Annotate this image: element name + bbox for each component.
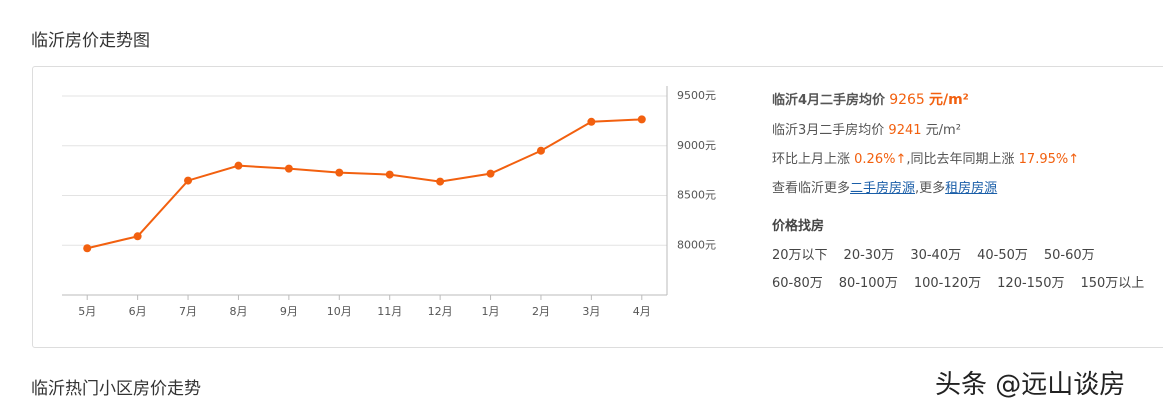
x-tick-label: 11月	[377, 305, 402, 318]
point	[234, 161, 243, 170]
point	[436, 177, 445, 186]
x-tick-label: 8月	[229, 305, 247, 318]
price-search-title: 价格找房	[772, 219, 825, 234]
label: ,同比去年同期上涨	[906, 152, 1015, 167]
price-tags: 20万以下 20-30万 30-40万 40-50万 50-60万 60-80万 80-10…	[772, 244, 1160, 300]
more-links: 查看临沂更多二手房房源,更多租房房源	[772, 177, 997, 196]
price-tag[interactable]: 150万以上	[1080, 276, 1145, 291]
price: 9265	[889, 92, 925, 108]
price-tag[interactable]: 120-150万	[997, 276, 1065, 291]
point	[184, 176, 193, 185]
x-tick-label: 1月	[482, 305, 500, 318]
point	[536, 146, 545, 155]
x-tick-label: 12月	[428, 305, 453, 318]
link[interactable]: 租房房源	[945, 181, 998, 196]
chart: 8000元 8500元 9000元 9500元 5月 6月 7月 8月 9月 10月 11月 12月 1…	[62, 86, 716, 318]
x-tick-label: 10月	[327, 305, 352, 318]
price-tag[interactable]: 50-60万	[1043, 248, 1095, 263]
unit: 元/m²	[928, 92, 969, 108]
price-tag[interactable]: 60-80万	[772, 276, 823, 291]
label: 临沂3月二手房均价	[772, 123, 885, 138]
point	[133, 232, 142, 241]
point	[83, 244, 92, 253]
price-tag[interactable]: 80-100万	[838, 276, 898, 291]
text: 查看临沂更多	[772, 181, 851, 196]
x-tick-label: 5月	[78, 305, 96, 318]
panel	[32, 66, 1163, 348]
watermark: 头条 @远山谈房	[935, 370, 1126, 400]
point	[385, 170, 394, 179]
current-price: 临沂4月二手房均价 9265 元/m²	[772, 89, 969, 109]
point	[637, 115, 646, 124]
price-tag[interactable]: 30-40万	[910, 248, 962, 263]
x-tick-label: 4月	[633, 305, 651, 318]
price-tag[interactable]: 40-50万	[977, 248, 1028, 263]
unit: 元/m²	[925, 123, 961, 138]
change: 环比上月上涨 0.26%↑,同比去年同期上涨 17.95%↑	[772, 148, 1079, 167]
value: 0.26%	[854, 152, 896, 167]
y-tick-label: 8500元	[677, 189, 716, 202]
y-tick-label: 9000元	[677, 139, 716, 152]
point	[284, 164, 293, 173]
x-tick-label: 9月	[280, 305, 298, 318]
arrow: ↑	[895, 152, 907, 167]
text: ,更多	[915, 181, 946, 196]
value: 17.95%	[1018, 152, 1069, 167]
price: 9241	[888, 123, 922, 138]
price-tag[interactable]: 100-120万	[913, 276, 982, 291]
label: 临沂4月二手房均价	[772, 93, 886, 108]
page-title: 临沂房价走势图	[31, 31, 150, 51]
point	[587, 117, 596, 126]
price-tag[interactable]: 20-30万	[843, 248, 895, 263]
tag-row: 20万以下 20-30万 30-40万 40-50万 50-60万	[772, 244, 1160, 272]
x-tick-label: 2月	[532, 305, 550, 318]
x-tick-label: 3月	[582, 305, 600, 318]
point	[486, 169, 495, 178]
link[interactable]: 二手房房源	[850, 181, 916, 196]
x-tick-label: 6月	[129, 305, 147, 318]
label: 环比上月上涨	[772, 152, 851, 167]
price-tag[interactable]: 20万以下	[772, 248, 828, 263]
point	[335, 168, 344, 177]
previous-price: 临沂3月二手房均价 9241 元/m²	[772, 119, 961, 138]
x-tick-label: 7月	[179, 305, 197, 318]
y-tick-label: 9500元	[677, 89, 716, 102]
section-title: 临沂热门小区房价走势	[31, 379, 201, 399]
tag-row: 60-80万 80-100万 100-120万 120-150万 150万以上	[772, 272, 1160, 300]
line	[86, 118, 642, 250]
y-tick-label: 8000元	[677, 238, 716, 251]
arrow: ↑	[1068, 152, 1080, 167]
